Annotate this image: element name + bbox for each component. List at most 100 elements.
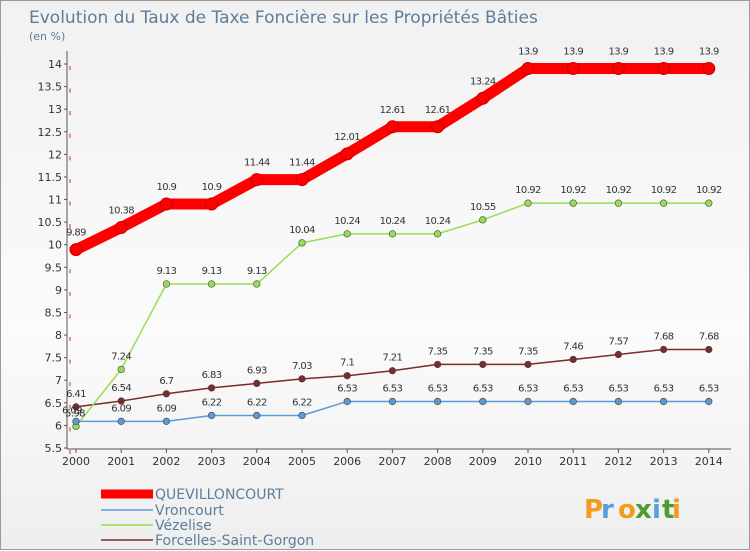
series-point-3: [253, 379, 261, 387]
series-point-1: [479, 397, 487, 406]
series-point-3: [298, 375, 306, 383]
logo-letter: i: [652, 495, 661, 525]
data-label-2: 5.98: [65, 408, 85, 419]
y-tick-label: 10.5: [38, 216, 63, 229]
data-label-1: 6.22: [202, 397, 222, 408]
series-point-3: [434, 360, 442, 369]
legend-label-2: Vézelise: [155, 518, 212, 534]
x-tick-label: 2002: [152, 455, 180, 468]
series-point-0: [295, 173, 309, 187]
series-point-3: [479, 360, 487, 369]
data-label-0: 12.61: [380, 105, 406, 116]
data-label-0: 12.01: [334, 132, 360, 143]
series-point-3: [162, 390, 170, 398]
logo-letter: t: [662, 495, 674, 525]
y-tick-label: 12.5: [38, 126, 63, 139]
series-point-0: [205, 197, 219, 211]
series-point-0: [431, 120, 445, 134]
x-tick-label: 2013: [650, 455, 678, 468]
data-label-0: 10.9: [156, 182, 176, 193]
chart-subtitle: (en %): [29, 30, 65, 43]
y-tick-label: 10: [48, 239, 62, 252]
data-label-1: 6.53: [382, 383, 402, 394]
y-tick-label: 6: [55, 419, 62, 432]
data-label-2: 7.24: [111, 351, 131, 362]
series-point-2: [298, 239, 306, 247]
data-label-3: 7.68: [654, 332, 674, 343]
data-label-0: 13.24: [470, 76, 496, 87]
series-point-3: [524, 360, 532, 369]
data-label-2: 10.04: [289, 225, 315, 236]
series-point-0: [69, 243, 83, 257]
y-tick-label: 14: [48, 58, 62, 71]
data-label-0: 13.9: [654, 47, 674, 58]
series-point-0: [702, 62, 716, 76]
data-label-0: 10.9: [202, 182, 222, 193]
data-label-2: 9.13: [247, 266, 267, 277]
series-point-2: [524, 199, 532, 207]
series-point-2: [162, 280, 170, 288]
logo-letter: r: [601, 495, 614, 525]
data-label-1: 6.53: [337, 383, 357, 394]
y-tick-label: 7: [55, 374, 62, 387]
data-label-1: 6.22: [247, 397, 267, 408]
series-point-1: [614, 397, 623, 406]
series-point-2: [343, 230, 351, 238]
data-label-2: 10.92: [651, 185, 677, 196]
data-label-3: 7.03: [292, 361, 312, 372]
series-point-3: [388, 367, 397, 375]
data-label-3: 7.1: [340, 358, 354, 369]
series-point-2: [117, 365, 125, 373]
data-label-1: 6.09: [156, 403, 176, 414]
data-label-0: 10.38: [108, 206, 134, 217]
series-point-3: [705, 345, 713, 354]
data-label-0: 11.44: [244, 158, 270, 169]
data-label-3: 7.68: [699, 332, 719, 343]
data-label-0: 13.9: [518, 47, 538, 58]
series-point-3: [569, 355, 577, 364]
series-layer: [69, 62, 716, 430]
y-tick-label: 12: [48, 148, 62, 161]
data-label-1: 6.09: [111, 403, 131, 414]
data-label-2: 10.92: [606, 185, 632, 196]
x-tick-label: 2014: [695, 455, 723, 468]
data-label-2: 10.24: [380, 216, 406, 227]
legend: QUEVILLONCOURTVroncourtVézeliseForcelles…: [101, 487, 314, 549]
data-label-2: 10.92: [515, 185, 541, 196]
x-tick-label: 2003: [198, 455, 226, 468]
y-tick-label: 13.5: [38, 81, 63, 94]
series-point-2: [208, 280, 216, 288]
series-point-1: [117, 417, 125, 425]
data-label-0: 13.9: [608, 47, 628, 58]
logo-letter: P: [584, 495, 603, 525]
data-label-2: 10.24: [425, 216, 451, 227]
y-tick-label: 9.5: [45, 261, 63, 274]
x-tick-label: 2006: [333, 455, 361, 468]
x-tick-label: 2011: [559, 455, 587, 468]
series-point-2: [479, 216, 487, 224]
x-tick-label: 2010: [514, 455, 542, 468]
data-label-0: 13.9: [699, 47, 719, 58]
data-label-3: 6.93: [247, 365, 267, 376]
series-point-2: [253, 280, 261, 288]
data-label-1: 6.53: [699, 383, 719, 394]
data-label-3: 6.83: [202, 370, 222, 381]
series-point-3: [659, 345, 668, 354]
series-point-0: [340, 147, 354, 161]
data-label-1: 6.53: [608, 383, 628, 394]
logo-letter: o: [618, 495, 636, 525]
data-label-3: 7.35: [518, 346, 538, 357]
x-tick-label: 2009: [469, 455, 497, 468]
data-label-3: 6.41: [66, 389, 86, 400]
series-point-3: [343, 372, 351, 380]
data-label-2: 9.13: [156, 266, 176, 277]
series-point-3: [72, 403, 80, 411]
series-point-2: [569, 199, 577, 207]
series-point-1: [659, 397, 668, 406]
data-label-0: 9.89: [66, 228, 86, 239]
y-tick-label: 13: [48, 103, 62, 116]
series-point-3: [117, 397, 125, 405]
y-tick-label: 7.5: [45, 352, 63, 365]
series-point-0: [476, 91, 490, 105]
